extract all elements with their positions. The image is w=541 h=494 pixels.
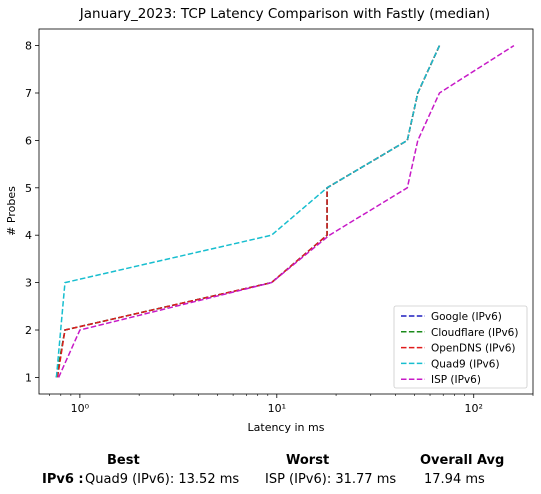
header-best: Best	[107, 453, 140, 468]
series-line-quad9-ipv6	[55, 45, 441, 378]
series-line-isp-ipv6	[57, 44, 515, 378]
legend-label: Quad9 (IPv6)	[431, 358, 500, 370]
y-tick-label: 2	[25, 324, 32, 337]
x-axis-label: Latency in ms	[248, 421, 325, 434]
legend-label: Cloudflare (IPv6)	[431, 327, 518, 339]
summary-table: Best Worst Overall Avg IPv6 : Quad9 (IPv…	[0, 448, 541, 494]
worst-value: ISP (IPv6): 31.77 ms	[265, 472, 397, 487]
legend-box	[393, 305, 528, 389]
y-tick-label: 1	[25, 371, 32, 384]
plot-frame	[38, 28, 534, 395]
row-label-ipv6: IPv6 :	[42, 472, 84, 487]
legend-label: Google (IPv6)	[431, 311, 502, 323]
best-value: Quad9 (IPv6): 13.52 ms	[85, 472, 240, 487]
header-worst: Worst	[286, 453, 330, 468]
y-tick-label: 3	[25, 277, 32, 290]
series-line-google-ipv6	[55, 45, 441, 378]
series-line-opendns-ipv6	[56, 45, 441, 378]
y-tick-label: 5	[25, 182, 32, 195]
legend: Google (IPv6) Cloudflare (IPv6) OpenDNS (I…	[393, 305, 528, 389]
y-axis-ticks: 1 2 3 4 5 6 7 8	[25, 40, 39, 384]
series-line-cloudflare-ipv6	[55, 45, 441, 378]
x-tick-label: 10⁰	[71, 402, 90, 415]
latency-chart: January_2023: TCP Latency Comparison wit…	[5, 6, 534, 434]
y-tick-label: 4	[25, 229, 32, 242]
y-tick-label: 8	[25, 40, 32, 53]
legend-label: OpenDNS (IPv6)	[431, 343, 516, 355]
chart-title: January_2023: TCP Latency Comparison wit…	[79, 6, 490, 22]
x-tick-label: 10¹	[268, 402, 286, 415]
y-tick-label: 6	[25, 134, 32, 147]
overall-avg-value: 17.94 ms	[424, 472, 485, 487]
y-tick-label: 7	[25, 87, 32, 100]
series-lines	[55, 44, 515, 378]
legend-label: ISP (IPv6)	[431, 374, 481, 386]
x-axis-ticks: 10⁰ 10¹ 10²	[49, 394, 534, 415]
header-overall-avg: Overall Avg	[420, 453, 505, 468]
x-tick-label: 10²	[465, 402, 483, 415]
y-axis-label: # Probes	[5, 186, 18, 236]
